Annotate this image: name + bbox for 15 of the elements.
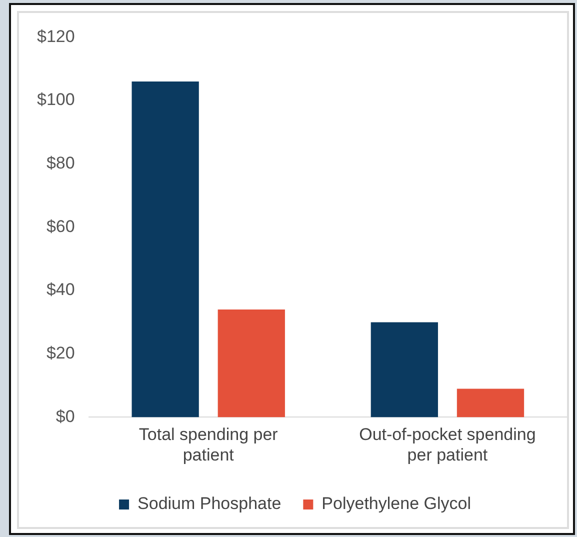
y-tick-label: $60 <box>46 216 75 236</box>
bar <box>132 82 199 418</box>
y-tick-label: $0 <box>56 406 75 426</box>
y-tick-label: $100 <box>36 90 75 110</box>
y-tick-label: $40 <box>46 280 75 300</box>
y-tick-label: $20 <box>46 344 75 363</box>
legend-label: Polyethylene Glycol <box>322 494 471 514</box>
x-tick-label: Total spending per patient <box>138 425 278 464</box>
y-tick-label: $80 <box>46 154 75 173</box>
bar <box>370 322 438 418</box>
bar <box>456 388 524 418</box>
bar <box>218 310 285 418</box>
y-tick-label: $120 <box>36 26 75 46</box>
legend-label: Sodium Phosphate <box>138 494 282 514</box>
x-tick-label: Out-of-pocket spending per patient <box>359 425 536 464</box>
